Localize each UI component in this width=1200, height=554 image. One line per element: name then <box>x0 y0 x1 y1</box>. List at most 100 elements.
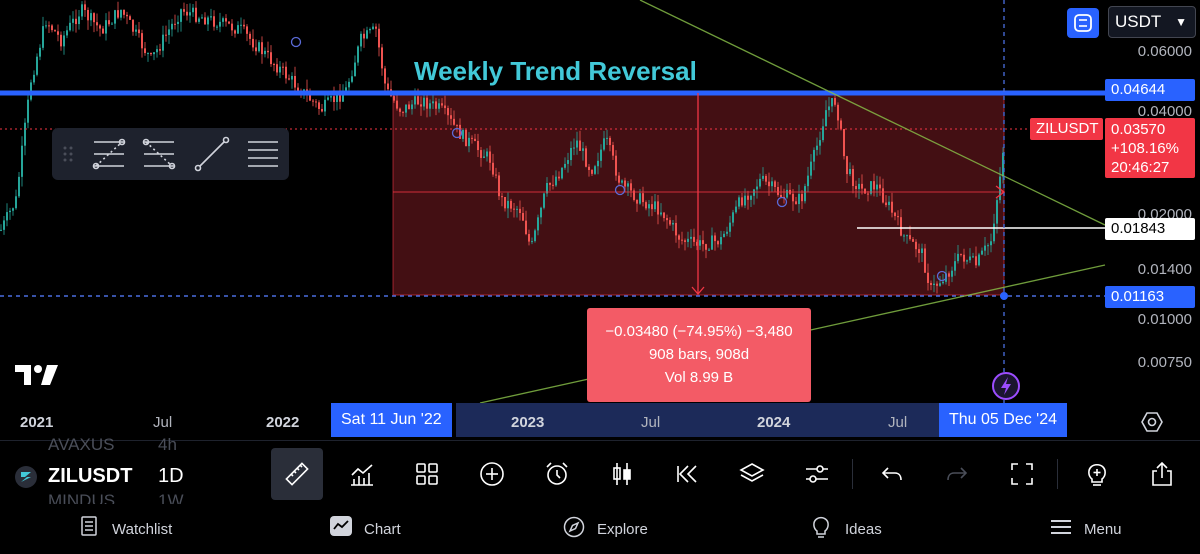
symbol-prev[interactable]: AVAXUS <box>48 435 115 454</box>
time-axis-label: 2023 <box>511 414 545 431</box>
candle-body <box>105 20 107 34</box>
replay-button[interactable] <box>661 448 713 500</box>
candle-body <box>60 34 62 47</box>
alert-button[interactable] <box>531 448 583 500</box>
bar-countdown: 20:46:27 <box>1111 159 1170 176</box>
candle-body <box>936 283 938 286</box>
candle-body <box>186 11 188 16</box>
candle-body <box>846 156 848 175</box>
candle-body <box>63 35 65 47</box>
tradingview-logo[interactable] <box>14 362 60 388</box>
nav-explore-label: Explore <box>597 521 648 538</box>
candle-body <box>969 256 971 261</box>
interval-selector[interactable]: 1D <box>158 465 184 487</box>
candle-body <box>108 20 110 25</box>
candle-body <box>816 145 818 150</box>
candle-body <box>939 283 941 286</box>
chart-type-button[interactable] <box>596 448 648 500</box>
chart-title-annotation[interactable]: Weekly Trend Reversal <box>414 56 697 86</box>
price-axis-label: 0.00750 <box>1137 354 1192 371</box>
candle-body <box>384 68 386 84</box>
candle-body <box>588 166 590 171</box>
add-button[interactable] <box>466 448 518 500</box>
candle-body <box>336 92 338 102</box>
compare-symbol-button[interactable] <box>1067 8 1099 38</box>
menu-lines-icon <box>248 141 278 167</box>
candle-body <box>309 93 311 101</box>
candle-body <box>981 250 983 255</box>
candle-body <box>480 150 482 158</box>
candle-body <box>609 137 611 146</box>
descending-trendline[interactable] <box>639 0 1106 226</box>
templates-button[interactable] <box>401 448 453 500</box>
candle-body <box>711 235 713 250</box>
candle-body <box>666 218 668 221</box>
candle-body <box>792 193 794 202</box>
candle-body <box>867 193 869 195</box>
drawing-tools-panel[interactable] <box>52 128 289 180</box>
candle-body <box>954 261 956 271</box>
symbol-selector[interactable]: ZILUSDT <box>48 465 133 487</box>
candlestick-icon <box>613 463 631 485</box>
settings-button[interactable] <box>791 448 843 500</box>
measure-tool-button[interactable] <box>271 448 323 500</box>
time-axis[interactable]: 2021 Jul 2022 2023 Jul 2024 Jul Sat 11 J… <box>0 403 1200 440</box>
candle-body <box>204 17 206 25</box>
candle-body <box>48 25 50 27</box>
candle-body <box>681 239 683 241</box>
candle-body <box>870 181 872 194</box>
candle-body <box>432 101 434 104</box>
candle-body <box>228 21 230 24</box>
candle-body <box>0 229 2 231</box>
candle-body <box>486 151 488 157</box>
candle-body <box>57 31 59 35</box>
candle-body <box>627 183 629 187</box>
candle-body <box>693 236 695 242</box>
interval-prev[interactable]: 4h <box>158 435 177 454</box>
indicators-button[interactable] <box>336 448 388 500</box>
candle-body <box>798 193 800 205</box>
candle-body <box>984 245 986 251</box>
candle-body <box>240 24 242 26</box>
candle-body <box>705 244 707 250</box>
price-chart[interactable] <box>0 0 1200 440</box>
candle-body <box>738 197 740 207</box>
share-button[interactable] <box>1136 448 1188 500</box>
candle-body <box>972 256 974 258</box>
candle-body <box>660 212 662 215</box>
candle-body <box>393 96 395 101</box>
candle-body <box>726 231 728 234</box>
time-axis-label: 2022 <box>266 414 300 431</box>
fullscreen-icon <box>1011 463 1033 485</box>
candle-body <box>339 92 341 102</box>
chart-area[interactable]: Weekly Trend Reversal <box>0 0 1200 440</box>
candle-body <box>132 19 134 32</box>
candle-body <box>651 204 653 210</box>
candle-body <box>648 204 650 209</box>
currency-select[interactable]: USDT ▼ <box>1108 6 1196 38</box>
last-price-box: 0.03570 +108.16% 20:46:27 <box>1105 118 1195 178</box>
swap-icon <box>1074 14 1092 32</box>
candle-body <box>735 206 737 213</box>
redo-button[interactable] <box>931 448 983 500</box>
candle-body <box>558 176 560 179</box>
candle-body <box>912 239 914 242</box>
settings-icon[interactable] <box>1140 410 1164 434</box>
candle-body <box>996 200 998 224</box>
candle-body <box>534 230 536 242</box>
fullscreen-button[interactable] <box>996 448 1048 500</box>
layers-button[interactable] <box>726 448 778 500</box>
candle-body <box>696 241 698 246</box>
candle-body <box>894 212 896 217</box>
undo-button[interactable] <box>866 448 918 500</box>
candle-body <box>570 147 572 161</box>
candle-body <box>963 254 965 262</box>
candle-body <box>879 184 881 189</box>
publish-idea-button[interactable] <box>1071 448 1123 500</box>
candle-body <box>516 208 518 210</box>
currency-value: USDT <box>1115 12 1162 31</box>
price-tag-bottom: 0.01163 <box>1105 286 1195 308</box>
lightning-icon[interactable] <box>991 371 1021 401</box>
price-axis-label: 0.06000 <box>1137 43 1192 60</box>
candle-body <box>585 148 587 167</box>
